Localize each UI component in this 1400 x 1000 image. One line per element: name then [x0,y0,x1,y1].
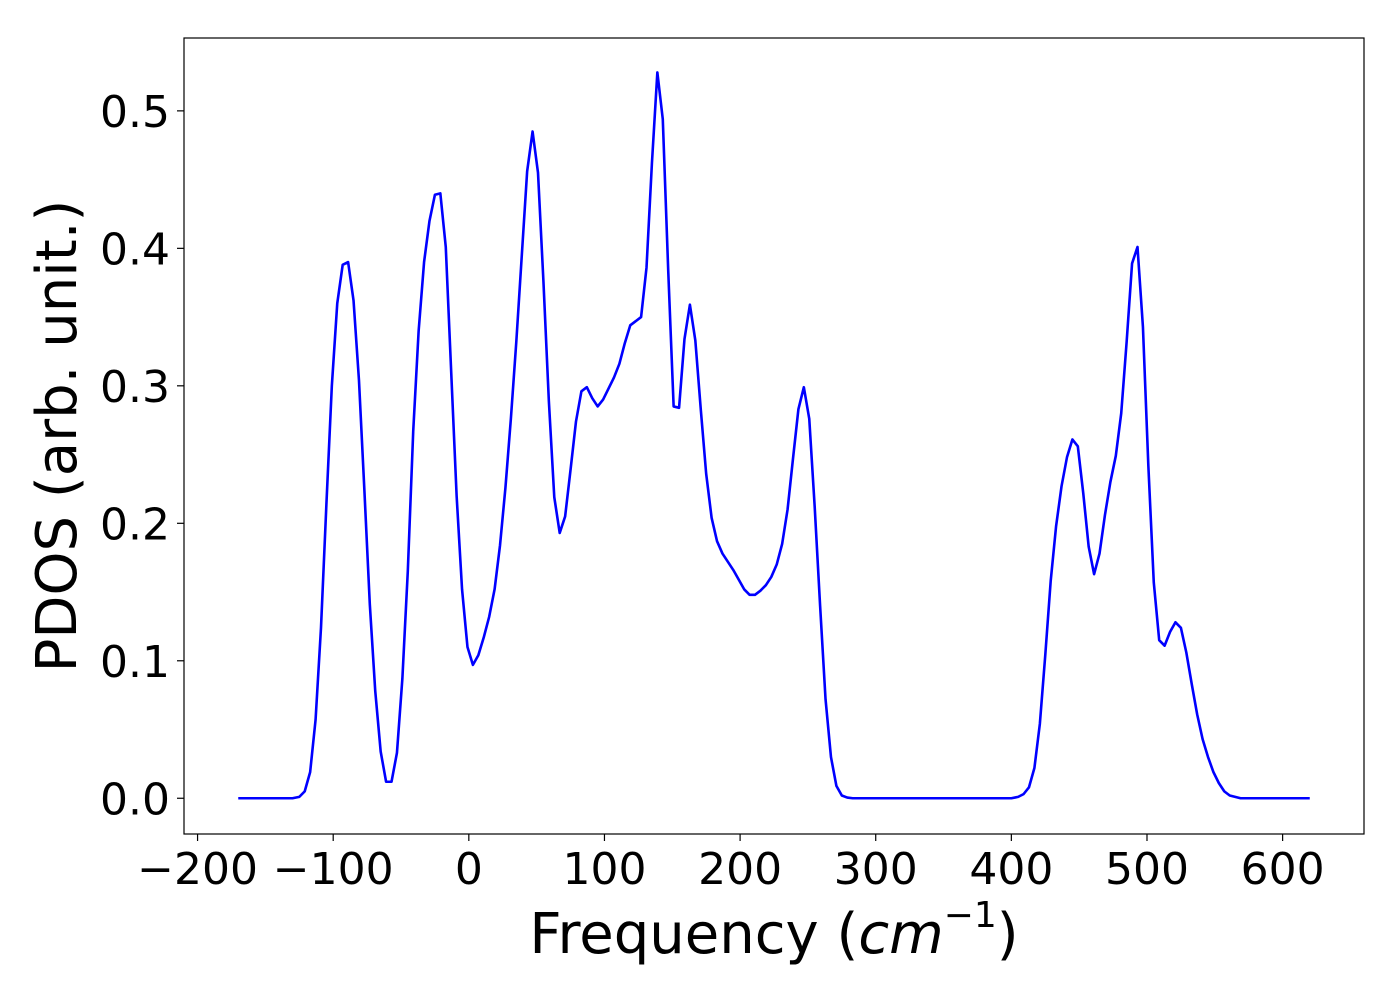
x-tick-label: 0 [455,844,483,895]
x-tick-label: −100 [273,844,394,895]
x-axis-label-suffix: ) [997,902,1019,967]
x-tick-label: 300 [834,844,918,895]
x-tick-label: 600 [1241,844,1325,895]
x-tick-label: 100 [562,844,646,895]
x-axis-label-exponent: −1 [944,895,997,936]
y-tick-label: 0.1 [100,637,170,688]
plot-frame [183,37,1365,835]
y-axis-label: PDOS (arb. unit.) [25,200,90,673]
x-tick-label: 200 [698,844,782,895]
x-tick-label: −200 [137,844,258,895]
y-tick-label: 0.0 [100,774,170,825]
y-tick-label: 0.2 [100,499,170,550]
y-tick-label: 0.4 [100,224,170,275]
y-tick-label: 0.5 [100,87,170,138]
x-tick-label: 500 [1105,844,1189,895]
x-axis-label-unit: cm [858,902,943,967]
y-tick-label: 0.3 [100,362,170,413]
x-axis-label-prefix: Frequency ( [529,902,858,967]
x-tick-label: 400 [969,844,1053,895]
y-axis-ticks: 0.0 0.1 0.2 0.3 0.4 0.5 [100,87,184,825]
series-line [238,71,1310,800]
x-axis-label: Frequency (cm−1) [529,895,1018,967]
x-axis-ticks: −200 −100 0 100 200 300 400 500 600 [137,834,1325,895]
plot-background [184,38,1364,834]
